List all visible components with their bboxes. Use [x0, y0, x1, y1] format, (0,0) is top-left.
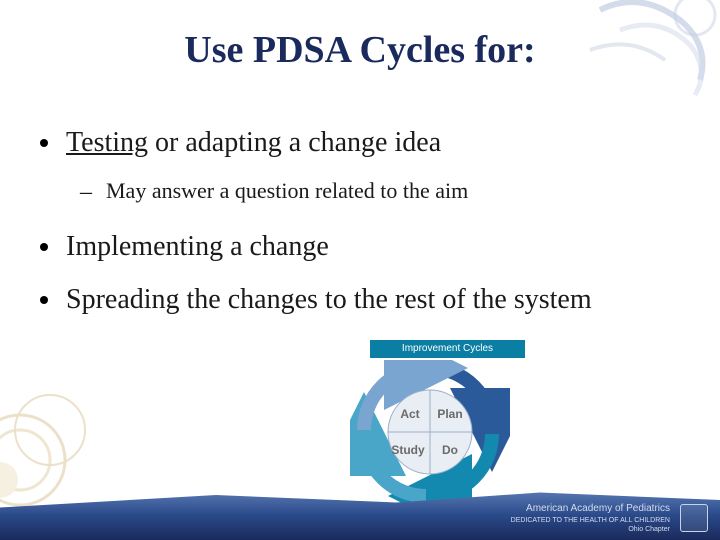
bullet-3: Spreading the changes to the rest of the…	[40, 282, 680, 317]
quad-study: Study	[391, 443, 425, 457]
bullet-1-underlined: Testing	[66, 127, 148, 158]
cycle-banner: Improvement Cycles	[370, 340, 525, 358]
content-area: Testing or adapting a change idea – May …	[40, 125, 680, 335]
pdsa-cycle-diagram: Improvement Cycles Act Plan Study	[330, 340, 530, 505]
dash-icon: –	[80, 178, 92, 207]
bullet-dot-icon	[40, 243, 48, 251]
footer-text: American Academy of Pediatrics DEDICATED…	[511, 502, 670, 534]
bottom-left-decoration	[0, 370, 110, 510]
bullet-3-text: Spreading the changes to the rest of the…	[66, 282, 592, 317]
footer-chapter: Ohio Chapter	[511, 525, 670, 534]
bullet-2: Implementing a change	[40, 229, 680, 264]
bullet-1-rest: or adapting a change idea	[148, 127, 441, 158]
bullet-dot-icon	[40, 139, 48, 147]
footer-logo-icon	[680, 504, 708, 532]
sub-bullet-text: May answer a question related to the aim	[106, 178, 468, 204]
quad-act: Act	[400, 407, 419, 421]
cycle-svg: Act Plan Study Do	[350, 360, 510, 505]
sub-bullet-1: – May answer a question related to the a…	[80, 178, 680, 207]
quad-plan: Plan	[437, 407, 462, 421]
slide-title: Use PDSA Cycles for:	[0, 28, 720, 72]
quad-do: Do	[442, 443, 458, 457]
footer-tagline: DEDICATED TO THE HEALTH OF ALL CHILDREN	[511, 516, 670, 525]
bullet-1: Testing or adapting a change idea	[40, 125, 680, 160]
footer-org: American Academy of Pediatrics	[511, 502, 670, 515]
bullet-dot-icon	[40, 296, 48, 304]
bullet-2-text: Implementing a change	[66, 229, 329, 264]
